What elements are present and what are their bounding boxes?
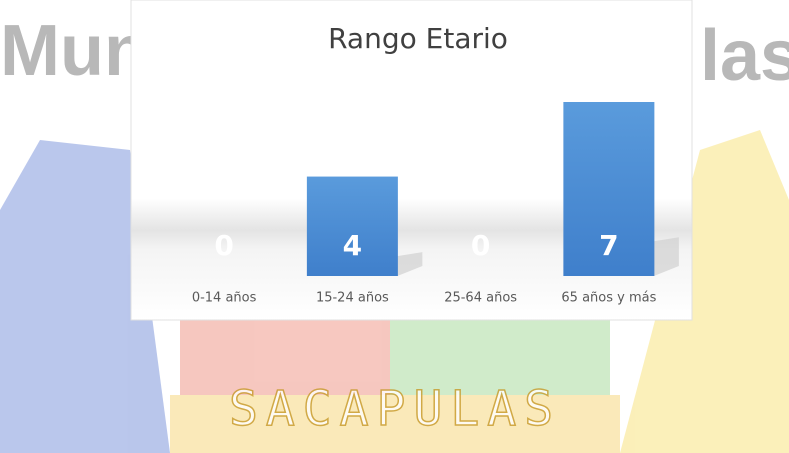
data-label: 0 <box>471 229 490 262</box>
flag-blue <box>0 140 170 453</box>
data-label: 0 <box>214 229 233 262</box>
x-tick-label: 25-64 años <box>444 291 517 306</box>
x-tick-label: 0-14 años <box>192 291 257 306</box>
background-text: las <box>700 16 789 96</box>
bar-shadow <box>397 252 423 276</box>
bar <box>563 102 655 276</box>
background-text: SACAPULAS <box>229 381 561 437</box>
emblem-red <box>180 320 390 400</box>
background <box>0 130 789 453</box>
x-tick-label: 65 años y más <box>561 291 656 306</box>
emblem-band <box>170 395 620 453</box>
chart-title: Rango Etario <box>328 22 508 55</box>
data-label: 7 <box>599 229 618 262</box>
emblem-green <box>390 320 610 400</box>
data-label: 4 <box>343 229 362 262</box>
plot: 0-14 años 0 15-24 años 4 25-64 años 0 65 años … <box>192 102 679 306</box>
bar-shadow <box>653 237 679 276</box>
flag-yellow <box>620 130 789 453</box>
bar <box>306 176 398 276</box>
x-tick-label: 15-24 años <box>316 291 389 306</box>
